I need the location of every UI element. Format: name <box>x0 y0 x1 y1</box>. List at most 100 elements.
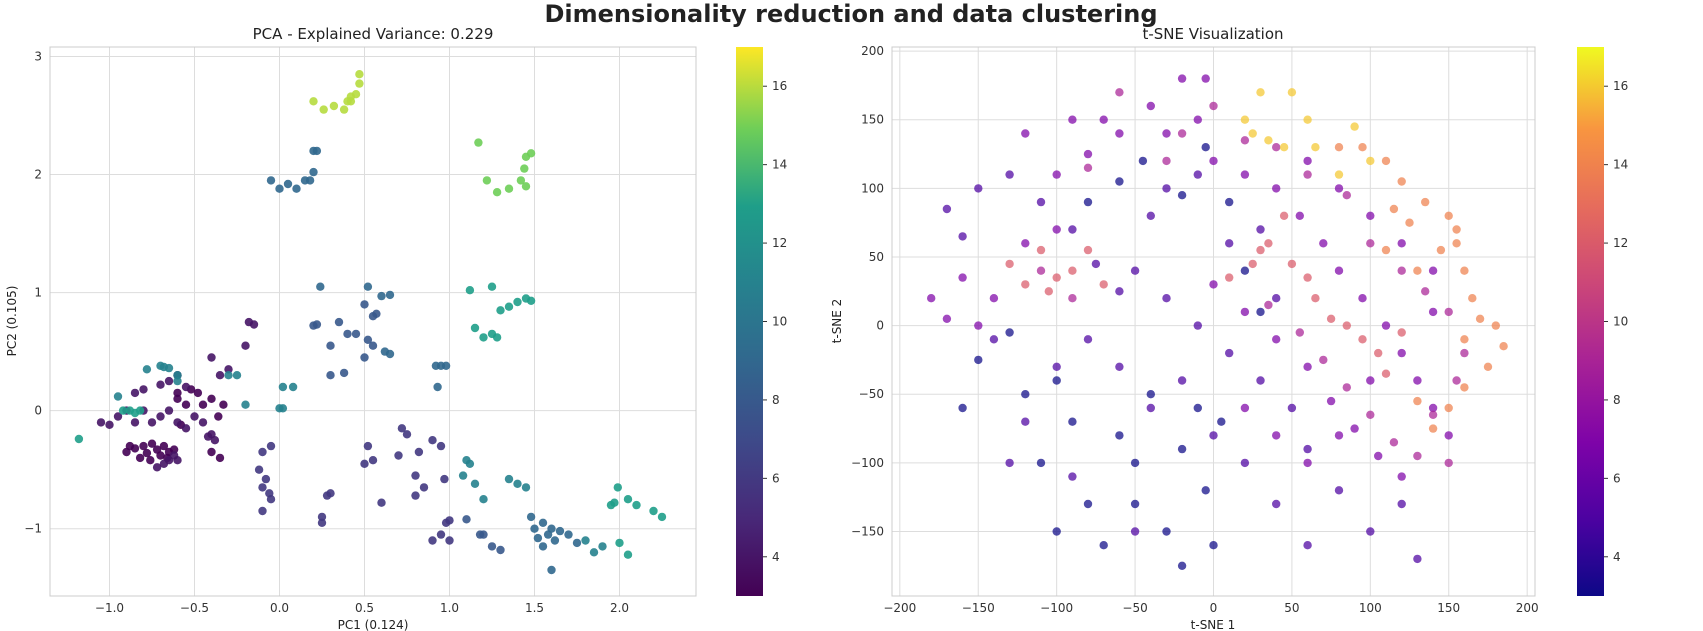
tsne-point <box>1225 239 1234 248</box>
pca-colorbar-tick-label: 4 <box>772 550 780 564</box>
tsne-point <box>1272 335 1281 344</box>
tsne-point <box>1162 156 1171 166</box>
tsne-point <box>1099 280 1108 289</box>
pca-point <box>173 418 182 427</box>
tsne-point <box>1177 444 1187 454</box>
pca-point <box>113 412 123 421</box>
tsne-point <box>1052 170 1061 179</box>
pca-point <box>445 536 454 545</box>
tsne-point <box>1240 136 1250 145</box>
pca-point <box>159 441 169 451</box>
pca-point <box>173 371 182 380</box>
pca-x-tick-label: 1.0 <box>440 601 459 615</box>
pca-point <box>598 542 607 551</box>
tsne-point <box>1491 321 1501 330</box>
tsne-y-label: t-SNE 2 <box>830 299 844 344</box>
tsne-point <box>1350 424 1359 433</box>
pca-point <box>397 424 407 433</box>
tsne-point <box>1366 376 1375 385</box>
pca-point <box>278 404 288 413</box>
pca-point <box>139 385 148 394</box>
pca-point <box>181 424 191 433</box>
pca-x-tick-label: 0.5 <box>355 601 374 615</box>
tsne-point <box>1413 554 1422 564</box>
tsne-point <box>1264 136 1273 145</box>
pca-point <box>479 333 488 342</box>
pca-point <box>74 434 84 444</box>
pca-point <box>610 498 619 507</box>
tsne-point <box>1303 362 1312 371</box>
tsne-point <box>1099 541 1108 550</box>
pca-point <box>368 456 378 465</box>
tsne-y-tick-label: −100 <box>851 456 884 470</box>
tsne-point <box>974 321 983 330</box>
tsne-point <box>1130 458 1140 468</box>
tsne-point <box>1421 287 1430 296</box>
tsne-point <box>989 335 999 344</box>
tsne-point <box>974 184 983 193</box>
tsne-point <box>1444 403 1453 413</box>
pca-point <box>474 138 483 147</box>
pca-point <box>241 341 250 350</box>
tsne-colorbar-tick-label: 8 <box>1613 393 1621 407</box>
tsne-point <box>1177 376 1187 385</box>
tsne-point <box>1115 431 1124 440</box>
tsne-point <box>1389 438 1399 447</box>
pca-y-tick-label: 3 <box>34 49 42 63</box>
tsne-y-tick-label: 100 <box>861 181 884 195</box>
pca-point <box>292 184 301 193</box>
tsne-point <box>1209 156 1218 166</box>
tsne-point <box>942 314 952 323</box>
tsne-point <box>1499 342 1508 351</box>
pca-point <box>360 300 369 309</box>
pca-point <box>326 341 335 350</box>
tsne-point <box>1021 390 1030 399</box>
pca-point <box>436 441 446 451</box>
pca-point <box>526 149 536 158</box>
tsne-point <box>1311 143 1320 152</box>
tsne-x-tick-label: 100 <box>1359 601 1382 615</box>
pca-point <box>385 290 395 300</box>
pca-point <box>232 371 242 380</box>
pca-point <box>113 392 123 401</box>
pca-point <box>377 498 386 507</box>
tsne-point <box>1272 431 1281 440</box>
pca-point <box>198 400 208 409</box>
tsne-point <box>1334 184 1344 193</box>
tsne-point <box>1052 225 1061 234</box>
pca-point <box>428 436 437 445</box>
tsne-point <box>1428 266 1438 275</box>
tsne-point <box>1115 88 1124 97</box>
tsne-point <box>1287 259 1297 269</box>
pca-point <box>516 176 526 185</box>
pca-point <box>496 306 505 315</box>
pca-point <box>275 184 284 193</box>
pca-point <box>156 451 165 460</box>
pca-point <box>156 380 165 389</box>
tsne-point <box>1397 472 1406 481</box>
tsne-point <box>1068 115 1077 124</box>
pca-x-tick-label: 2.0 <box>610 601 629 615</box>
pca-point <box>173 388 182 398</box>
pca-point <box>288 382 298 392</box>
pca-point <box>402 430 412 439</box>
tsne-point <box>1381 245 1391 255</box>
pca-point <box>363 335 373 344</box>
pca-x-tick-label: 0.0 <box>270 601 289 615</box>
pca-y-tick-label: 2 <box>34 168 42 182</box>
pca-point <box>445 516 454 525</box>
pca-colorbar-tick-label: 10 <box>772 315 787 329</box>
pca-point <box>241 400 250 409</box>
tsne-point <box>1326 314 1336 323</box>
tsne-point <box>1319 239 1328 248</box>
pca-x-ticks: −1.0 −0.5 0.0 0.5 1.0 1.5 2.0 <box>95 601 629 615</box>
pca-point <box>368 341 378 350</box>
pca-point <box>169 445 179 454</box>
pca-point <box>351 329 361 339</box>
tsne-point <box>1444 431 1453 440</box>
tsne-colorbar <box>1577 47 1604 596</box>
tsne-point <box>1272 499 1281 509</box>
pca-point <box>181 382 191 392</box>
pca-colorbar <box>736 47 763 596</box>
figure-title: Dimensionality reduction and data cluste… <box>544 0 1157 28</box>
